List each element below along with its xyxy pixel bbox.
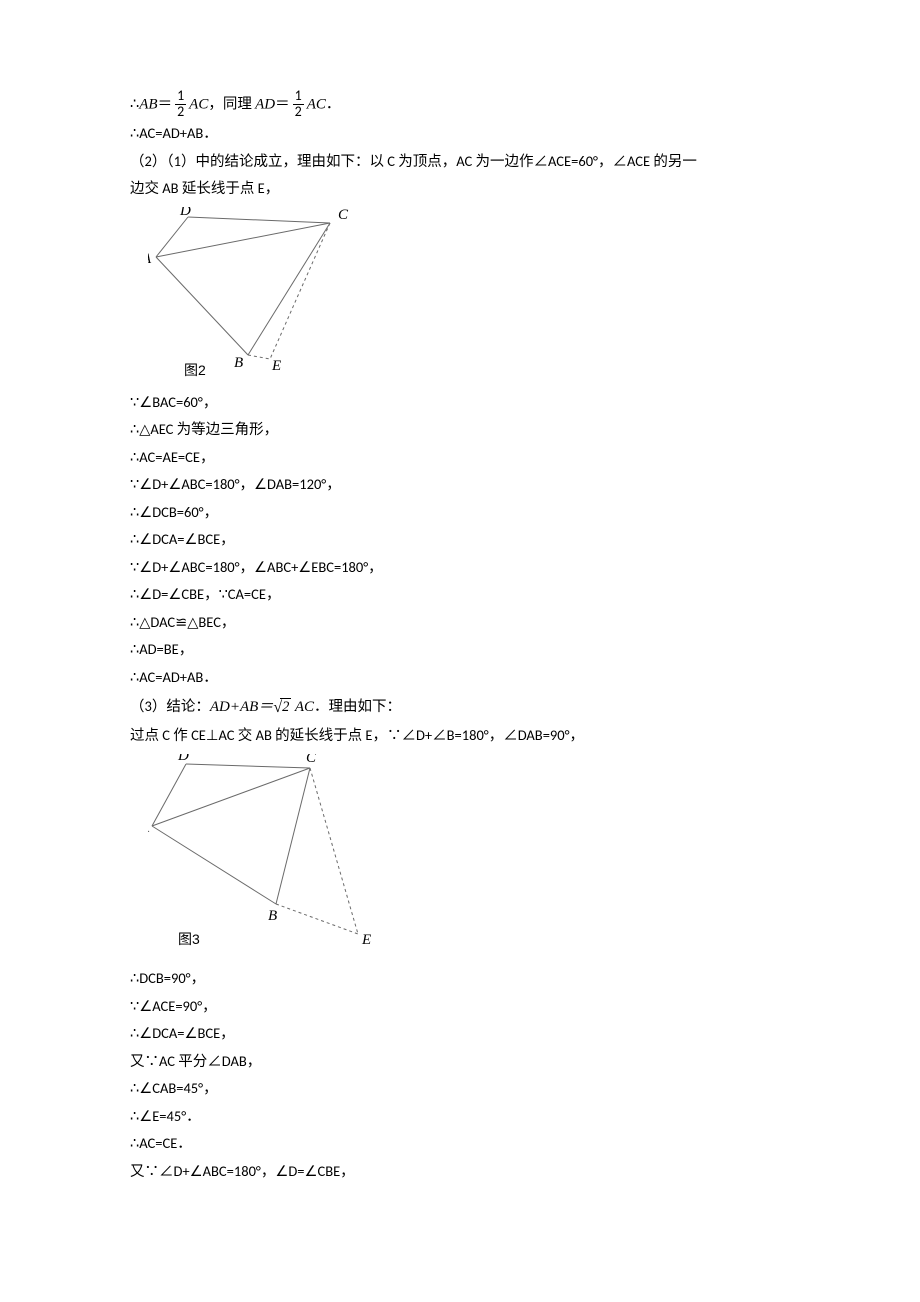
- svg-text:A: A: [148, 820, 150, 836]
- sqrt2: √2: [273, 692, 291, 722]
- math-line-1: ∴AB＝12AC，同理 AD＝12AC．: [130, 90, 790, 120]
- t: ＝: [158, 95, 173, 113]
- t: ．理由如下：: [314, 697, 401, 715]
- line-15: ∴AC=AD+AB．: [130, 664, 790, 692]
- line-12: ∴∠D=∠CBE，∵CA=CE，: [130, 581, 790, 609]
- line-21: 又∵AC 平分∠DAB，: [130, 1048, 790, 1076]
- AB: AB: [139, 97, 157, 113]
- line-14: ∴AD=BE，: [130, 636, 790, 664]
- AC3: AC: [291, 699, 314, 715]
- figure-3: D C A B E 图3: [148, 754, 790, 964]
- AC2: AC: [307, 97, 326, 113]
- line-25: 又∵∠D+∠ABC=180°，∠D=∠CBE，: [130, 1158, 790, 1186]
- figure-2-svg: D C A B E 图2: [148, 207, 358, 377]
- svg-text:B: B: [268, 908, 277, 924]
- svg-text:D: D: [177, 754, 189, 764]
- svg-text:A: A: [148, 251, 152, 267]
- line-4: 边交 AB 延长线于点 E，: [130, 175, 790, 203]
- line-6: ∴△AEC 为等边三角形，: [130, 416, 790, 444]
- svg-text:C: C: [338, 207, 349, 223]
- AD: AD: [255, 97, 275, 113]
- svg-text:图3: 图3: [178, 931, 200, 947]
- line-16: （3）结论：AD+AB＝√2 AC．理由如下：: [130, 692, 790, 722]
- line-9: ∴∠DCB=60°，: [130, 499, 790, 527]
- line-10: ∴∠DCA=∠BCE，: [130, 526, 790, 554]
- line-17: 过点 C 作 CE⊥AC 交 AB 的延长线于点 E，∵∠D+∠B=180°，∠…: [130, 722, 790, 750]
- svg-text:C: C: [306, 754, 317, 766]
- t: ＝: [275, 95, 290, 113]
- figure-3-svg: D C A B E 图3: [148, 754, 388, 954]
- svg-text:E: E: [361, 932, 371, 948]
- svg-text:D: D: [179, 207, 191, 219]
- line-5: ∵∠BAC=60°，: [130, 389, 790, 417]
- t: ．: [326, 95, 341, 113]
- fraction-half-2: 12: [293, 89, 304, 119]
- t: （3）结论：: [130, 697, 210, 715]
- line-23: ∴∠E=45°．: [130, 1103, 790, 1131]
- line-8: ∵∠D+∠ABC=180°，∠DAB=120°，: [130, 471, 790, 499]
- AC: AC: [189, 97, 208, 113]
- line-19: ∵∠ACE=90°，: [130, 993, 790, 1021]
- fraction-half-1: 12: [175, 89, 186, 119]
- svg-text:E: E: [271, 358, 281, 374]
- line-18: ∴DCB=90°，: [130, 965, 790, 993]
- line-7: ∴AC=AE=CE，: [130, 444, 790, 472]
- t: ，同理: [208, 95, 255, 113]
- svg-text:图2: 图2: [184, 362, 206, 377]
- svg-text:B: B: [234, 355, 243, 371]
- line-3: （2）（1）中的结论成立，理由如下：以 C 为顶点，AC 为一边作∠ACE=60…: [130, 148, 790, 176]
- line-2: ∴AC=AD+AB．: [130, 120, 790, 148]
- figure-2: D C A B E 图2: [148, 207, 790, 387]
- line-24: ∴AC=CE．: [130, 1130, 790, 1158]
- eq: AD+AB＝: [210, 699, 273, 715]
- line-22: ∴∠CAB=45°，: [130, 1075, 790, 1103]
- line-11: ∵∠D+∠ABC=180°，∠ABC+∠EBC=180°，: [130, 554, 790, 582]
- line-20: ∴∠DCA=∠BCE，: [130, 1020, 790, 1048]
- line-13: ∴△DAC≌△BEC，: [130, 609, 790, 637]
- t: ∴: [130, 95, 139, 113]
